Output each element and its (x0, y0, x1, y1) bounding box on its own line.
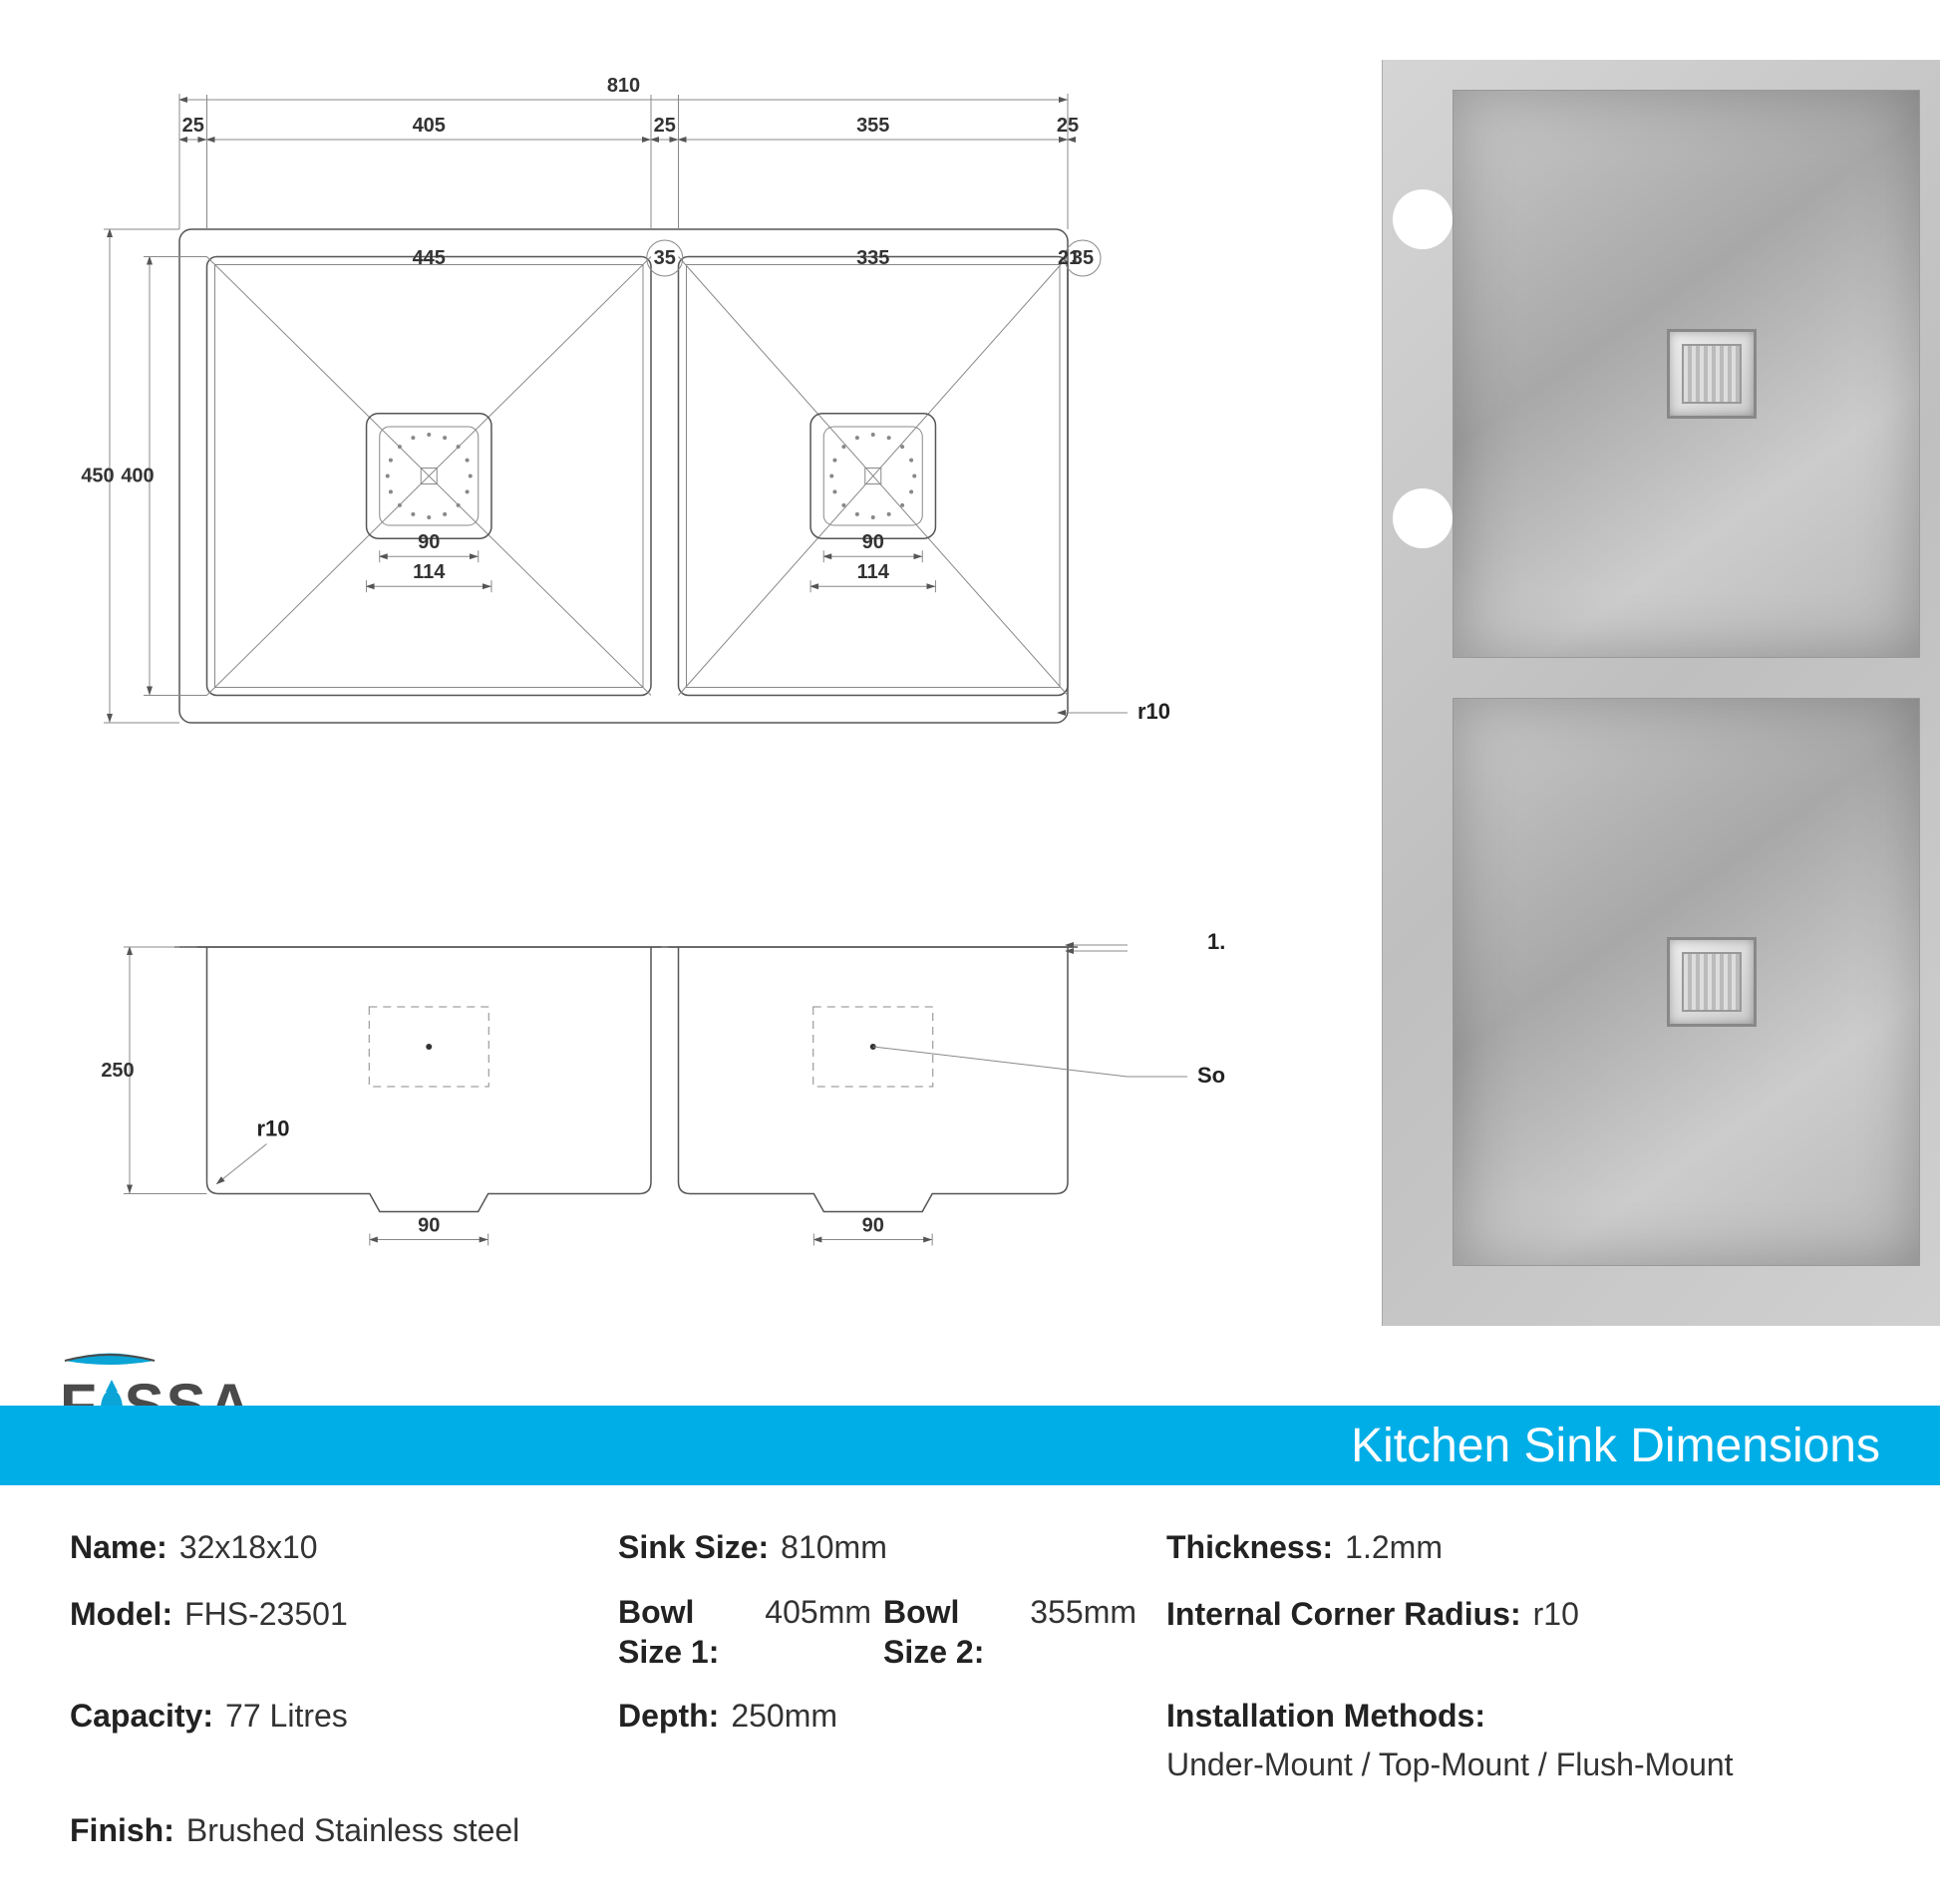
spec-row: Name: 32x18x10 (70, 1525, 588, 1570)
spec-value: FHS-23501 (184, 1592, 348, 1637)
spec-value: Under-Mount / Top-Mount / Flush-Mount (1166, 1746, 1734, 1782)
drain-icon (1667, 937, 1757, 1027)
svg-text:355: 355 (856, 115, 889, 137)
spec-label: Model: (70, 1592, 172, 1637)
svg-text:450: 450 (81, 466, 114, 487)
svg-text:400: 400 (121, 466, 154, 487)
svg-text:r10: r10 (257, 1116, 290, 1141)
technical-drawing: 8102540525355254453533535214504009011490… (30, 30, 1226, 1306)
svg-text:25: 25 (182, 115, 204, 137)
spec-label: Thickness: (1166, 1525, 1333, 1570)
spec-label: Name: (70, 1525, 167, 1570)
svg-text:90: 90 (418, 531, 440, 553)
svg-text:90: 90 (862, 1215, 884, 1237)
diagram-svg: 8102540525355254453533535214504009011490… (30, 30, 1226, 1306)
svg-text:114: 114 (413, 561, 446, 583)
svg-text:35: 35 (654, 247, 676, 269)
spec-label: Depth: (618, 1694, 719, 1739)
spec-value: 355mm (1030, 1592, 1136, 1672)
product-photo (1382, 60, 1940, 1326)
spec-row: Capacity: 77 Litres (70, 1694, 588, 1787)
svg-text:405: 405 (413, 115, 446, 137)
spec-row: Sink Size: 810mm (618, 1525, 1136, 1570)
svg-text:r10: r10 (1137, 699, 1170, 724)
svg-text:810: 810 (607, 75, 640, 97)
sink-bowl-1 (1453, 90, 1920, 658)
spec-value: r10 (1533, 1592, 1579, 1637)
title-banner: Kitchen Sink Dimensions (0, 1406, 1940, 1485)
spec-label: Finish: (70, 1808, 174, 1853)
svg-text:90: 90 (862, 531, 884, 553)
spec-value: 250mm (731, 1694, 837, 1739)
spec-row: Model: FHS-23501 (70, 1592, 588, 1672)
svg-text:445: 445 (413, 247, 446, 269)
spec-value: 77 Litres (225, 1694, 348, 1739)
spec-value: 810mm (781, 1525, 887, 1570)
spec-value: 1.2mm (1345, 1525, 1443, 1570)
spec-label: Internal Corner Radius: (1166, 1592, 1521, 1637)
svg-text:25: 25 (654, 115, 676, 137)
svg-text:1.2mm: 1.2mm (1207, 929, 1226, 954)
svg-text:335: 335 (856, 247, 889, 269)
svg-text:90: 90 (418, 1215, 440, 1237)
spec-label: Sink Size: (618, 1525, 769, 1570)
spec-value: Brushed Stainless steel (186, 1808, 519, 1853)
svg-text:21: 21 (1058, 247, 1080, 269)
spec-row: Installation Methods: Under-Mount / Top-M… (1166, 1694, 1900, 1787)
spec-label: Capacity: (70, 1694, 213, 1739)
svg-text:250: 250 (101, 1060, 134, 1082)
spec-label: Bowl Size 1: (618, 1592, 757, 1672)
drain-icon (1667, 329, 1757, 419)
spec-row: Internal Corner Radius: r10 (1166, 1592, 1900, 1672)
sink-bowl-2 (1453, 698, 1920, 1266)
spec-value: 32x18x10 (179, 1525, 318, 1570)
spec-label: Installation Methods: (1166, 1694, 1900, 1739)
faucet-hole (1393, 189, 1453, 249)
spec-row: Finish: Brushed Stainless steel (70, 1808, 588, 1853)
spec-row: Depth: 250mm (618, 1694, 1136, 1787)
banner-title: Kitchen Sink Dimensions (1351, 1419, 1880, 1473)
svg-text:Sound Pads: Sound Pads (1197, 1063, 1226, 1088)
spec-label: Bowl Size 2: (883, 1592, 1022, 1672)
faucet-hole (1393, 488, 1453, 548)
spec-row: Thickness: 1.2mm (1166, 1525, 1900, 1570)
spec-grid: Name: 32x18x10 Sink Size: 810mm Thickness: 1.… (70, 1525, 1900, 1853)
svg-text:114: 114 (857, 561, 890, 583)
spec-value: 405mm (765, 1592, 871, 1672)
spec-row: Bowl Size 1:405mmBowl Size 2:355mm (618, 1592, 1136, 1672)
